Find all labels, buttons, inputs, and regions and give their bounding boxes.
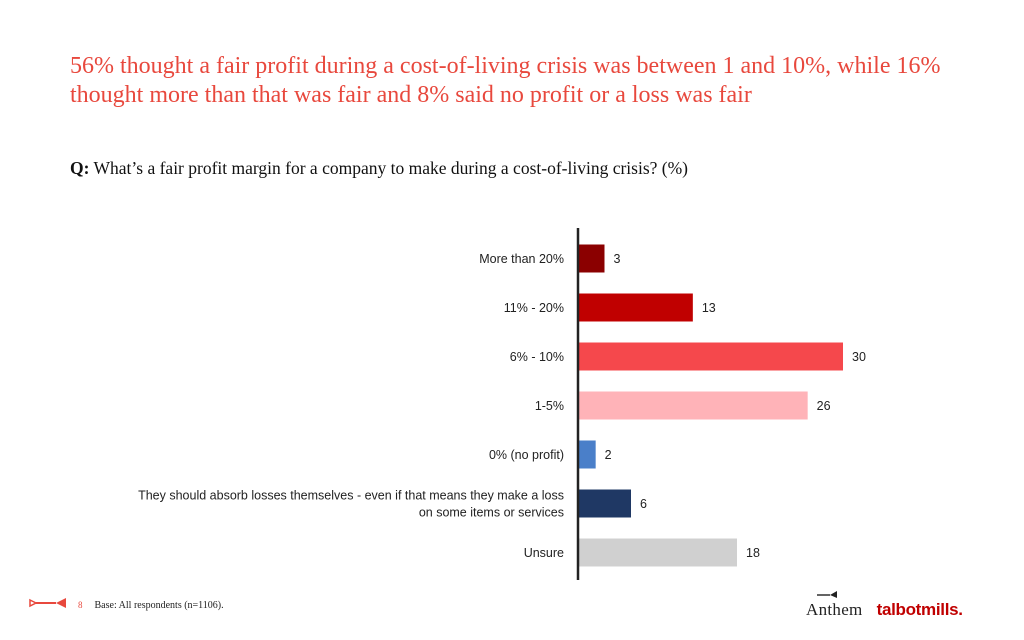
bar (578, 244, 605, 273)
category-label: 11% - 20% (504, 301, 564, 315)
bar (578, 489, 631, 518)
category-label: 1-5% (535, 399, 564, 413)
anthem-logo-text: Anthem (806, 600, 863, 619)
horn-icon (817, 591, 837, 598)
anthem-logo: Anthem (806, 591, 863, 620)
data-label: 26 (817, 399, 831, 413)
footer: 8 Base: All respondents (n=1106). (28, 596, 224, 614)
question-text: What’s a fair profit margin for a compan… (93, 158, 689, 178)
data-label: 6 (640, 497, 647, 511)
category-label: Unsure (524, 546, 564, 560)
category-label: More than 20% (479, 252, 564, 266)
horn-icon (28, 595, 68, 616)
bar (578, 391, 808, 420)
logos: Anthem talbotmills. (806, 590, 963, 620)
data-label: 2 (605, 448, 612, 462)
category-label: They should absorb losses themselves - e… (138, 489, 564, 520)
base-note: Base: All respondents (n=1106). (94, 599, 224, 611)
bar (578, 293, 693, 322)
data-label: 3 (614, 252, 621, 266)
question-prefix: Q: (70, 158, 90, 178)
bar (578, 440, 596, 469)
data-label: 13 (702, 301, 716, 315)
category-label: 0% (no profit) (489, 448, 564, 462)
bar (578, 538, 737, 567)
bar (578, 342, 843, 371)
page-number: 8 (78, 600, 83, 610)
survey-question: Q: What’s a fair profit margin for a com… (70, 158, 950, 179)
category-label: 6% - 10% (510, 350, 564, 364)
headline: 56% thought a fair profit during a cost-… (70, 53, 941, 108)
talbot-mills-logo: talbotmills. (876, 600, 963, 619)
data-label: 30 (852, 350, 866, 364)
data-label: 18 (746, 546, 760, 560)
